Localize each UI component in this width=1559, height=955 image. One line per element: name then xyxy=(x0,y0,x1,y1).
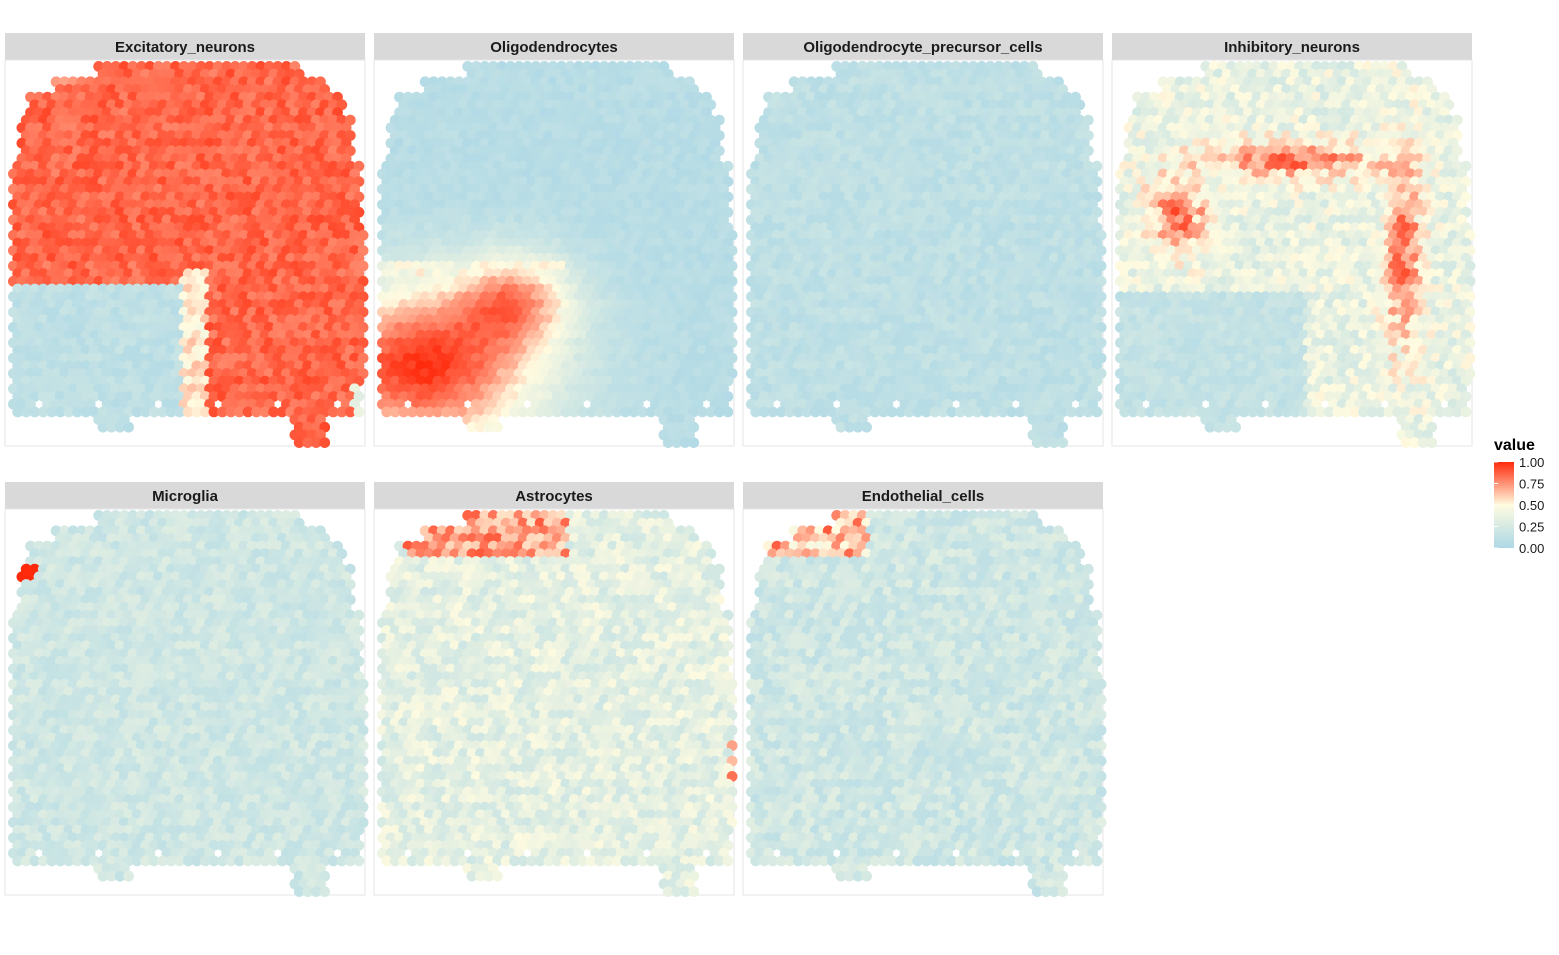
facet-title: Excitatory_neurons xyxy=(115,39,255,56)
facet-panel-oligodendrocytes: Oligodendrocytes xyxy=(373,33,738,448)
spot xyxy=(123,421,134,433)
facet-panels: Excitatory_neurons Oligodendrocytes Oligod… xyxy=(4,33,1476,897)
spot xyxy=(319,437,331,448)
facet-panel-excitatory-neurons: Excitatory_neurons xyxy=(4,33,369,448)
spot xyxy=(353,406,365,418)
facet-panel-oligodendrocyte-precursor-cells: Oligodendrocyte_precursor_cells xyxy=(742,33,1107,448)
facet-strip xyxy=(5,33,365,60)
spot xyxy=(688,437,700,448)
facet-title: Oligodendrocyte_precursor_cells xyxy=(803,39,1042,56)
spot xyxy=(722,406,734,418)
spot xyxy=(492,421,503,433)
facet-title: Oligodendrocytes xyxy=(490,39,618,56)
